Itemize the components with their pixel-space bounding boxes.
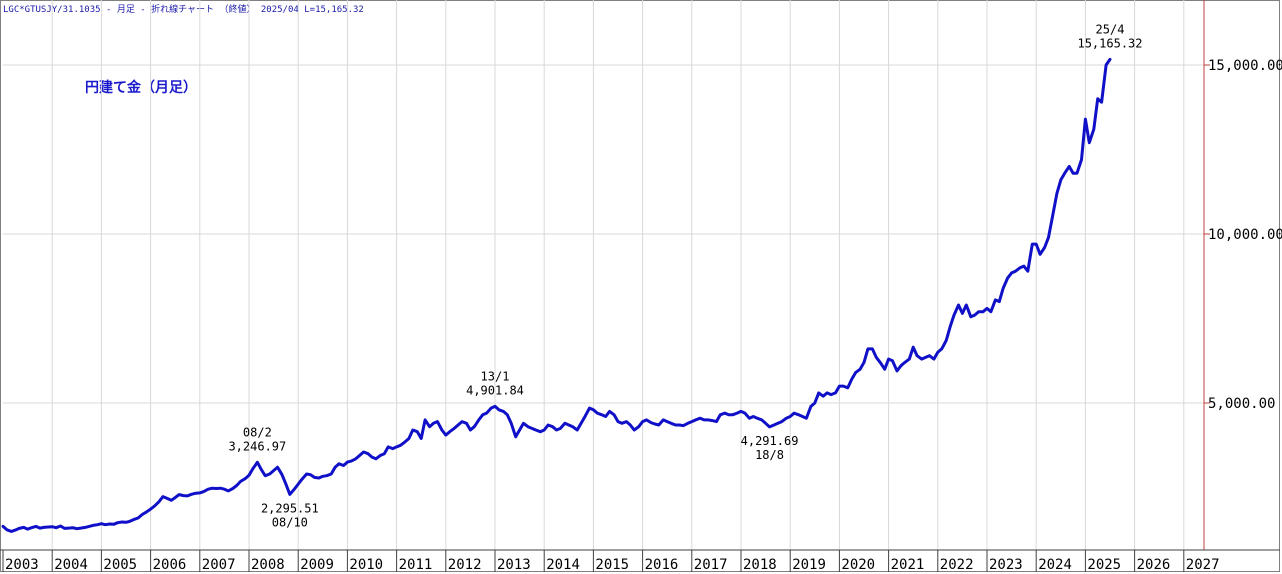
annotation-label: 4,291.69 bbox=[741, 434, 799, 448]
last-value: L=15,165.32 bbox=[304, 5, 364, 15]
x-tick-label: 2003 bbox=[5, 557, 39, 573]
x-tick-label: 2015 bbox=[595, 557, 629, 573]
header-separator: - bbox=[134, 5, 152, 15]
frequency-label: 月足 bbox=[116, 5, 135, 15]
grid bbox=[3, 0, 1204, 550]
annotation-label: 2,295.51 bbox=[261, 501, 319, 515]
chart-kind-label: 折れ線チャート bbox=[151, 5, 215, 15]
header-separator: - bbox=[100, 5, 117, 15]
annotation-label: 18/8 bbox=[755, 448, 784, 462]
x-tick-label: 2012 bbox=[448, 557, 482, 573]
series-line bbox=[1, 57, 1112, 533]
x-tick-label: 2027 bbox=[1186, 557, 1220, 573]
y-axis-ticks: 5,000.00 10,000.00 15,000.00 bbox=[1208, 58, 1282, 412]
x-tick-label: 2011 bbox=[399, 557, 433, 573]
x-tick-label: 2013 bbox=[497, 557, 531, 573]
y-tick-label: 10,000.00 bbox=[1208, 227, 1282, 243]
x-tick-label: 2005 bbox=[103, 557, 137, 573]
x-tick-label: 2009 bbox=[300, 557, 334, 573]
price-mode-label: （終値） bbox=[219, 5, 256, 15]
annotation-label: 3,246.97 bbox=[228, 439, 286, 453]
annotation-label: 25/4 bbox=[1096, 22, 1125, 36]
x-tick-label: 2026 bbox=[1137, 557, 1171, 573]
x-tick-label: 2004 bbox=[54, 557, 88, 573]
annotation-label: 4,901.84 bbox=[466, 383, 524, 397]
annotation-label: 08/10 bbox=[272, 515, 308, 529]
x-tick-label: 2008 bbox=[251, 557, 285, 573]
x-tick-label: 2010 bbox=[349, 557, 383, 573]
axes bbox=[0, 0, 1280, 551]
x-tick-label: 2006 bbox=[153, 557, 187, 573]
x-axis-ticks: 2003 2004 2005 2006 2007 2008 2009 2010 2011 2012… bbox=[2, 550, 1220, 573]
x-tick-label: 2014 bbox=[546, 557, 580, 573]
x-tick-label: 2016 bbox=[645, 557, 679, 573]
last-period: 2025/04 bbox=[260, 5, 299, 15]
x-tick-label: 2017 bbox=[694, 557, 728, 573]
y-tick-label: 15,000.00 bbox=[1208, 58, 1282, 74]
x-tick-label: 2023 bbox=[989, 557, 1023, 573]
x-tick-label: 2024 bbox=[1038, 557, 1072, 573]
x-tick-label: 2025 bbox=[1087, 557, 1121, 573]
y-tick-label: 5,000.00 bbox=[1208, 396, 1275, 412]
x-tick-label: 2007 bbox=[202, 557, 236, 573]
series-layer bbox=[1, 57, 1112, 533]
annotation-label: 13/1 bbox=[481, 369, 510, 383]
annotation-label: 15,165.32 bbox=[1077, 36, 1142, 50]
chart-title: 円建て金（月足） bbox=[85, 80, 197, 96]
x-tick-label: 2020 bbox=[841, 557, 875, 573]
x-tick-label: 2018 bbox=[743, 557, 777, 573]
annotation-label: 08/2 bbox=[243, 425, 272, 439]
x-tick-label: 2022 bbox=[940, 557, 974, 573]
x-tick-label: 2019 bbox=[792, 557, 826, 573]
x-tick-label: 2021 bbox=[891, 557, 925, 573]
